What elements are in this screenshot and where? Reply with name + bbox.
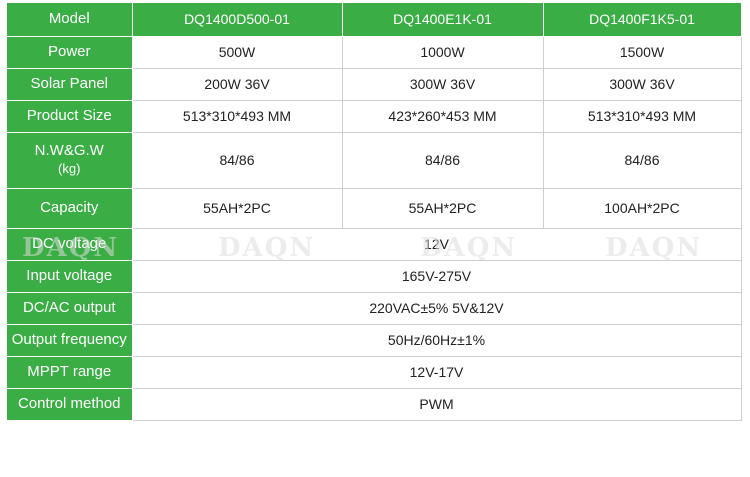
cell-value: 84/86 [131,131,343,189]
cell-value: 220VAC±5% 5V&12V [131,291,742,325]
cell-value: PWM [131,387,742,421]
table-row: Product Size 513*310*493 MM 423*260*453 … [7,99,742,133]
cell-value: 513*310*493 MM [131,99,343,133]
cell-value: 300W 36V [542,67,742,101]
cell-value: 12V-17V [131,355,742,389]
cell-value: 300W 36V [341,67,544,101]
row-label-line: (kg) [58,161,81,176]
table-row: N.W&G.W (kg) 84/86 84/86 84/86 [7,131,742,189]
cell-value: 50Hz/60Hz±1% [131,323,742,357]
model-name: DQ1400D500-01 [131,3,343,37]
row-label: Output frequency [7,323,133,357]
table-row: Control method PWM [7,387,742,421]
table-row: Output frequency 50Hz/60Hz±1% [7,323,742,357]
cell-value: 100AH*2PC [542,187,742,229]
table-row: DC/AC output 220VAC±5% 5V&12V [7,291,742,325]
table-row: MPPT range 12V-17V [7,355,742,389]
row-label: Control method [7,387,133,421]
cell-value: 1000W [341,35,544,69]
cell-value: 513*310*493 MM [542,99,742,133]
cell-value: 84/86 [542,131,742,189]
table-row: DC voltage 12V [7,227,742,261]
cell-value: 423*260*453 MM [341,99,544,133]
cell-value: 500W [131,35,343,69]
cell-value: 200W 36V [131,67,343,101]
table-row: Solar Panel 200W 36V 300W 36V 300W 36V [7,67,742,101]
cell-value: 55AH*2PC [131,187,343,229]
cell-value: 165V-275V [131,259,742,293]
row-label: Solar Panel [7,67,133,101]
model-name: DQ1400E1K-01 [341,3,544,37]
cell-value: 12V [131,227,742,261]
row-label: Input voltage [7,259,133,293]
spec-table: Model DQ1400D500-01 DQ1400E1K-01 DQ1400F… [7,3,742,421]
row-label: Capacity [7,187,133,229]
row-label: Product Size [7,99,133,133]
table-row: Power 500W 1000W 1500W [7,35,742,69]
row-label: DC voltage [7,227,133,261]
cell-value: 1500W [542,35,742,69]
table-row: Capacity 55AH*2PC 55AH*2PC 100AH*2PC [7,187,742,229]
cell-value: 55AH*2PC [341,187,544,229]
row-label: Power [7,35,133,69]
cell-value: 84/86 [341,131,544,189]
row-label: N.W&G.W (kg) [7,131,133,189]
header-label: Model [7,3,133,37]
model-name: DQ1400F1K5-01 [542,3,742,37]
table-row: Input voltage 165V-275V [7,259,742,293]
row-label: DC/AC output [7,291,133,325]
row-label-line: N.W&G.W [34,142,104,159]
table-header-row: Model DQ1400D500-01 DQ1400E1K-01 DQ1400F… [7,3,742,37]
row-label: MPPT range [7,355,133,389]
